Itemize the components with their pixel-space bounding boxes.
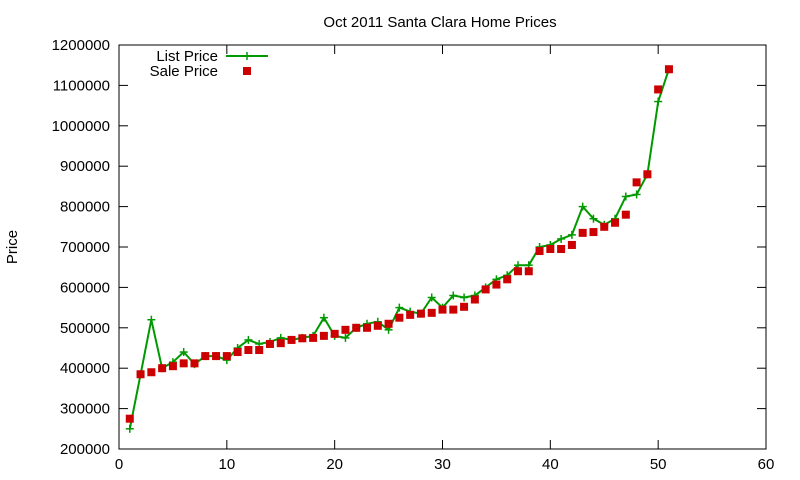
legend-label-list-price: List Price [156, 48, 218, 65]
sale-price-point [255, 346, 264, 355]
list-price-point [654, 97, 663, 106]
sale-price-point [233, 348, 242, 357]
sale-price-point [265, 339, 274, 348]
y-tick-label: 900000 [60, 158, 110, 175]
plot-frame [118, 44, 767, 450]
list-price-point [125, 424, 134, 433]
x-tick-label: 30 [434, 456, 451, 473]
list-price-point [341, 333, 350, 342]
list-price-point [557, 234, 566, 243]
y-tick-label: 400000 [60, 360, 110, 377]
sale-price-point [406, 310, 415, 319]
sale-price-point [589, 228, 598, 237]
x-tick-label: 20 [326, 456, 343, 473]
sale-price-point [621, 210, 630, 219]
list-price-point [567, 230, 576, 239]
y-axis-label: Price [4, 230, 21, 264]
y-tick-label: 200000 [60, 441, 110, 458]
sale-price-point [212, 352, 221, 361]
list-price-point [460, 293, 469, 302]
y-tick-label: 600000 [60, 279, 110, 296]
sale-price-point [513, 267, 522, 276]
sale-price-point [136, 370, 145, 379]
sale-price-point [535, 247, 544, 256]
y-tick-label: 500000 [60, 320, 110, 337]
sale-price-point [481, 285, 490, 294]
list-price-point [632, 190, 641, 199]
list-price-point [395, 303, 404, 312]
sale-price-point [330, 329, 339, 338]
sale-price-point [384, 319, 393, 328]
sale-price-point [287, 335, 296, 344]
sale-price-point [438, 305, 447, 314]
sale-price-point [470, 295, 479, 304]
list-price-point [449, 291, 458, 300]
sale-price-point [395, 313, 404, 322]
sale-price-point [416, 309, 425, 318]
y-tick-label: 1000000 [52, 118, 110, 135]
list-price-point [578, 202, 587, 211]
sale-price-point [147, 368, 156, 377]
legend-label-sale-price: Sale Price [150, 63, 218, 80]
y-tick-label: 300000 [60, 401, 110, 418]
sale-price-point [492, 280, 501, 289]
y-ticks: 200000 300000 400000 500000 600000 700000 8000… [52, 37, 766, 458]
sale-price-point [168, 362, 177, 371]
sale-price-point [244, 346, 253, 355]
sale-price-point [125, 414, 134, 423]
sale-price-point [546, 245, 555, 254]
list-price-point [589, 214, 598, 223]
sale-price-point [201, 352, 210, 361]
sale-price-point [460, 302, 469, 311]
series-layer [125, 65, 673, 433]
sale-price-point [567, 240, 576, 249]
sale-price-point [373, 321, 382, 330]
sale-price-point [222, 352, 231, 361]
sale-price-point [427, 308, 436, 317]
x-ticks: 0 10 20 30 40 50 60 [115, 45, 775, 473]
sale-price-point [158, 364, 167, 373]
sale-price-point [557, 245, 566, 254]
sale-price-point [600, 222, 609, 231]
sale-price-point [190, 359, 199, 368]
sale-price-point [632, 178, 641, 187]
list-price-point [244, 335, 253, 344]
x-tick-label: 40 [542, 456, 559, 473]
sale-price-point [664, 65, 673, 74]
sale-price-point [654, 85, 663, 94]
list-price-point [319, 313, 328, 322]
sale-price-point [611, 218, 620, 227]
chart-title: Oct 2011 Santa Clara Home Prices [323, 14, 556, 31]
list-price-line [128, 68, 670, 429]
sale-price-point [309, 333, 318, 342]
sale-price-point [449, 305, 458, 314]
x-tick-label: 10 [218, 456, 235, 473]
sale-price-point [319, 331, 328, 340]
sale-price-point [503, 275, 512, 284]
list-price-point [621, 192, 630, 201]
list-price-point [179, 348, 188, 357]
sale-price-point [179, 359, 188, 368]
sale-price-point [524, 267, 533, 276]
sale-price-point [643, 170, 652, 179]
x-tick-label: 60 [758, 456, 775, 473]
y-tick-label: 800000 [60, 199, 110, 216]
x-tick-label: 50 [650, 456, 667, 473]
x-tick-label: 0 [115, 456, 123, 473]
legend-swatch-sale-price [243, 67, 251, 75]
list-price-point [147, 315, 156, 324]
sale-price-point [363, 323, 372, 332]
y-tick-label: 700000 [60, 239, 110, 256]
sale-price-point [352, 323, 361, 332]
y-tick-label: 1200000 [52, 37, 110, 54]
sale-price-point [341, 325, 350, 334]
y-tick-label: 1100000 [53, 77, 110, 94]
sale-price-point [276, 339, 285, 348]
sale-price-point [578, 228, 587, 237]
sale-price-point [298, 334, 307, 343]
list-price-point [427, 293, 436, 302]
